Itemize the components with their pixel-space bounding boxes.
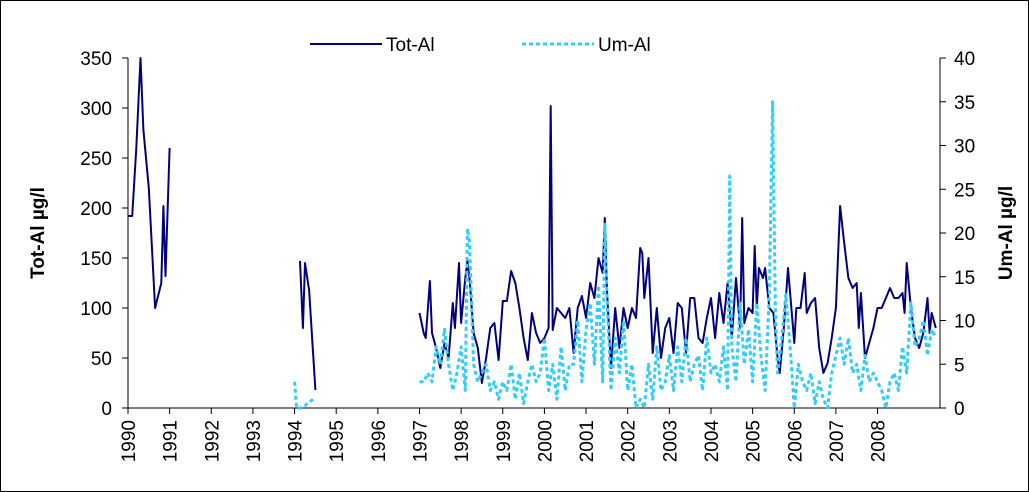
x-tick-label: 1992 xyxy=(202,420,223,462)
x-tick-label: 1999 xyxy=(494,420,515,462)
y2-tick-label: 5 xyxy=(954,355,965,376)
x-tick-label: 1990 xyxy=(119,420,140,462)
x-tick-label: 2002 xyxy=(619,420,640,462)
x-tick-label: 2003 xyxy=(660,420,681,462)
x-tick-label: 1991 xyxy=(161,420,182,462)
y2-tick-label: 20 xyxy=(954,224,975,245)
y-tick-label: 350 xyxy=(80,49,112,70)
x-tick-label: 1994 xyxy=(286,420,307,463)
x-tick-label: 1996 xyxy=(369,420,390,462)
x-tick-label: 2001 xyxy=(577,420,598,462)
y2-tick-label: 40 xyxy=(954,49,975,70)
y-axis-title: Tot-Al µg/l xyxy=(28,187,49,279)
y-tick-label: 250 xyxy=(80,149,112,170)
y-tick-label: 200 xyxy=(80,199,112,220)
x-tick-label: 1998 xyxy=(452,420,473,462)
y-tick-label: 0 xyxy=(101,399,112,420)
y2-tick-label: 10 xyxy=(954,312,975,333)
legend-label: Um-Al xyxy=(598,35,651,56)
y-tick-label: 50 xyxy=(91,349,112,370)
x-tick-label: 1997 xyxy=(410,420,431,462)
plot: 0 50 100 150 200 250 300 350 0 5 10 15 20 25 30 35 40 199… xyxy=(28,35,1017,462)
y-tick-label: 150 xyxy=(80,249,112,270)
series-line xyxy=(293,100,938,410)
y2-tick-label: 30 xyxy=(954,137,975,158)
x-tick-label: 1995 xyxy=(327,420,348,462)
x-tick-label: 2004 xyxy=(702,420,723,463)
y2-tick-label: 0 xyxy=(954,399,965,420)
legend-label: Tot-Al xyxy=(386,35,435,56)
y-tick-label: 100 xyxy=(80,299,112,320)
x-tick-label: 2008 xyxy=(869,420,890,462)
series-line xyxy=(128,57,937,391)
y2-tick-label: 25 xyxy=(954,180,975,201)
y2-tick-label: 35 xyxy=(954,93,975,114)
y2-tick-label: 15 xyxy=(954,268,975,289)
x-tick-label: 2006 xyxy=(785,420,806,462)
y-tick-label: 300 xyxy=(80,99,112,120)
x-tick-label: 2007 xyxy=(827,420,848,462)
x-tick-label: 2000 xyxy=(535,420,556,462)
x-tick-label: 2005 xyxy=(744,420,765,462)
x-tick-label: 1993 xyxy=(244,420,265,462)
y2-axis-title: Um-Al µg/l xyxy=(996,186,1017,280)
